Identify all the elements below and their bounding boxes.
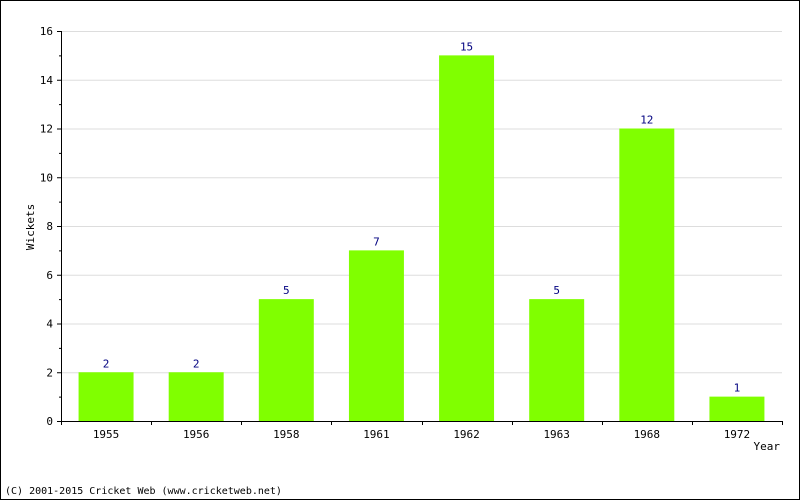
bar (439, 55, 495, 421)
bar (348, 250, 404, 421)
bar-value-label: 5 (283, 284, 290, 297)
data-labels: 2 2 5 7 15 5 12 1 (103, 40, 741, 394)
x-axis-title: Year (754, 440, 781, 453)
y-tick-label: 12 (40, 123, 53, 136)
x-tick-label: 1955 (93, 428, 120, 441)
x-tick-label: 1961 (363, 428, 390, 441)
y-tick-label: 8 (46, 220, 53, 233)
axes (57, 31, 783, 425)
y-tick-label: 2 (46, 366, 53, 379)
x-tick-label: 1956 (183, 428, 210, 441)
bar-value-label: 2 (193, 357, 200, 370)
bar (709, 396, 765, 421)
bar (619, 128, 675, 421)
bar (529, 299, 585, 421)
bar (258, 299, 314, 421)
y-tick-label: 16 (40, 25, 53, 38)
bar (78, 372, 134, 421)
bar-value-label: 15 (460, 40, 473, 53)
bar-value-label: 2 (103, 357, 110, 370)
bars (78, 55, 765, 421)
bar-value-label: 1 (734, 382, 741, 395)
x-tick-label: 1972 (724, 428, 751, 441)
bar-value-label: 12 (640, 114, 653, 127)
grid-lines (61, 31, 782, 374)
x-tick-label: 1962 (453, 428, 480, 441)
bar (168, 372, 224, 421)
y-axis-title: Wickets (24, 204, 37, 250)
y-tick-label: 0 (46, 415, 53, 428)
y-tick-label: 6 (46, 269, 53, 282)
x-tick-label: 1963 (543, 428, 570, 441)
x-tick-label: 1968 (634, 428, 661, 441)
y-tick-label: 4 (46, 318, 53, 331)
bar-value-label: 7 (373, 235, 380, 248)
y-tick-label: 14 (40, 74, 54, 87)
bar-value-label: 5 (553, 284, 560, 297)
copyright-notice: (C) 2001-2015 Cricket Web (www.cricketwe… (5, 486, 282, 497)
y-tick-label: 10 (40, 171, 53, 184)
x-tick-label: 1958 (273, 428, 300, 441)
